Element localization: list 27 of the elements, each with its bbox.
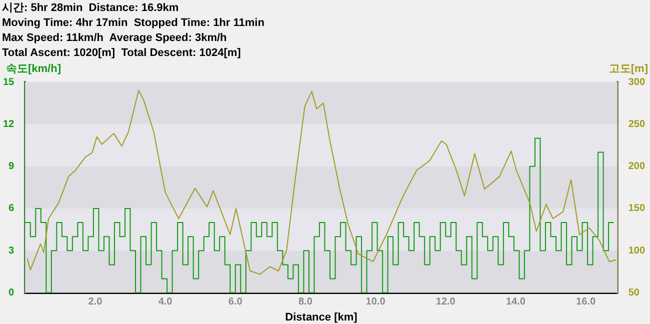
y-tick-label: 3 <box>8 245 15 256</box>
text: Max Speed: 11km/h Average Speed: 3km/h <box>2 31 228 46</box>
y2-tick-label: 300 <box>628 76 646 88</box>
y2-tick-label: 150 <box>628 203 646 214</box>
y2-tick-label: 50 <box>628 288 640 299</box>
y-tick-label: 6 <box>8 203 15 214</box>
x-axis-title: Distance [km] <box>285 311 358 324</box>
y-tick-label: 15 <box>3 76 15 88</box>
x-tick-label: 6.0 <box>228 296 243 308</box>
x-tick-label: 16.0 <box>576 296 596 308</box>
y-tick-label: 12 <box>3 118 15 130</box>
y2-tick-label: 100 <box>628 245 646 256</box>
y-axis-title: 속도[km/h] <box>6 62 61 75</box>
x-tick-label: 14.0 <box>506 296 526 308</box>
y-tick-label: 9 <box>8 161 15 172</box>
y2-tick-label: 250 <box>628 118 646 130</box>
x-tick-label: 2.0 <box>88 296 103 308</box>
y2-tick-label: 200 <box>628 161 646 172</box>
y-tick-label: 0 <box>8 288 15 299</box>
x-tick-label: 12.0 <box>436 296 456 308</box>
x-tick-label: 4.0 <box>158 296 173 308</box>
text: 시간: 5hr 28min Distance: 16.9km <box>2 1 180 16</box>
y2-axis-title: 고도[m] <box>608 62 648 75</box>
x-tick-label: 8.0 <box>298 296 313 308</box>
text: Moving Time: 4hr 17min Stopped Time: 1hr 11min <box>2 16 266 31</box>
x-tick-label: 10.0 <box>366 296 386 308</box>
text: Total Ascent: 1020[m] Total Descent: 1024[m] <box>2 46 242 61</box>
